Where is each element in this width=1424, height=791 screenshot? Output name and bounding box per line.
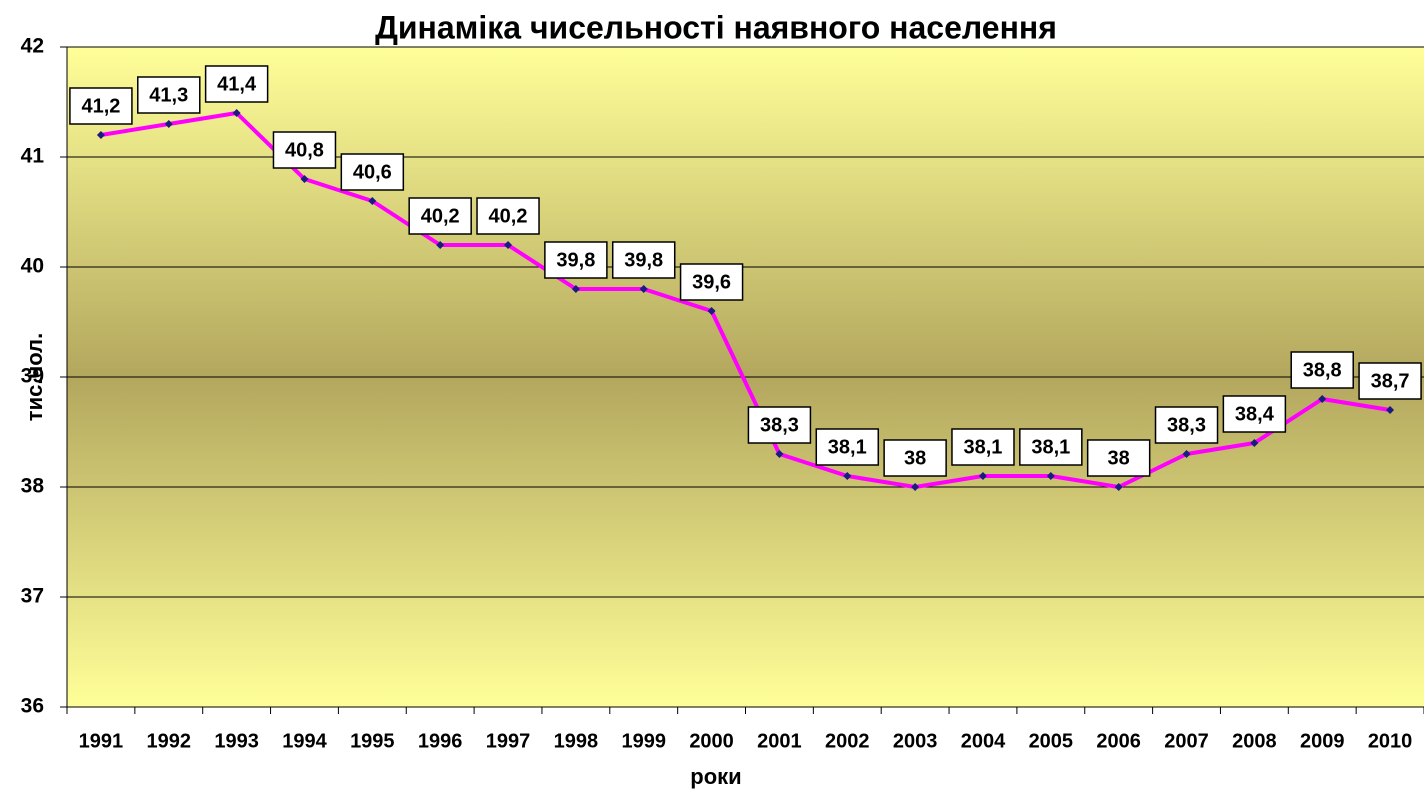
chart-title: Динаміка чисельності наявного населення	[375, 9, 1057, 45]
marker	[843, 472, 852, 480]
data-label-box	[1222, 395, 1287, 433]
x-tick-label: 2004	[961, 730, 1006, 752]
data-label-box	[815, 428, 880, 466]
data-label: 38,4	[1235, 403, 1275, 425]
data-label: 38,1	[1031, 436, 1070, 458]
data-label: 38,1	[964, 436, 1003, 458]
x-axis-label: роки	[690, 764, 741, 789]
x-tick-label: 2007	[1164, 730, 1209, 752]
data-label: 39,6	[692, 271, 731, 293]
data-label-box	[476, 197, 540, 235]
x-tick-label: 2008	[1232, 730, 1277, 752]
data-label-box	[951, 428, 1015, 466]
marker	[911, 483, 920, 491]
marker	[1318, 395, 1327, 403]
marker	[775, 450, 784, 458]
marker	[639, 285, 648, 293]
marker	[164, 120, 173, 128]
marker	[300, 175, 309, 183]
data-label: 38,3	[1167, 414, 1206, 436]
data-label: 38,3	[760, 414, 799, 436]
data-label: 39,8	[624, 249, 663, 271]
data-label: 40,2	[421, 205, 460, 227]
data-label-box	[679, 263, 744, 301]
marker	[1182, 450, 1191, 458]
y-tick-label: 42	[21, 35, 44, 58]
data-label-box	[883, 439, 947, 477]
x-tick-label: 1994	[282, 730, 327, 752]
x-tick-label: 1993	[214, 730, 259, 752]
marker	[1114, 483, 1123, 491]
data-label: 38,8	[1303, 359, 1342, 381]
data-label-box	[340, 153, 405, 191]
marker	[707, 307, 716, 315]
data-label-box	[272, 131, 337, 169]
data-label: 38	[1108, 447, 1130, 469]
data-label: 41,2	[81, 95, 120, 117]
data-label: 40,8	[285, 139, 324, 161]
data-label-box	[544, 241, 608, 279]
data-label-box	[611, 241, 676, 279]
y-tick-label: 36	[21, 695, 44, 718]
marker	[436, 241, 445, 249]
y-tick-label: 38	[21, 475, 45, 498]
x-tick-label: 2005	[1029, 730, 1074, 752]
data-label-box	[137, 76, 201, 114]
data-label: 38,1	[828, 436, 867, 458]
data-label: 41,3	[149, 84, 188, 106]
marker	[504, 241, 513, 249]
y-tick-label: 40	[21, 255, 44, 278]
data-label-box	[408, 197, 472, 235]
data-label-box	[1290, 351, 1354, 389]
data-label-box	[1358, 362, 1422, 400]
x-tick-label: 1997	[486, 730, 531, 752]
x-tick-label: 2000	[689, 730, 734, 752]
x-tick-label: 2001	[757, 730, 802, 752]
marker	[1046, 472, 1055, 480]
x-tick-label: 1991	[79, 730, 124, 752]
data-label: 39,8	[556, 249, 595, 271]
x-tick-label: 2009	[1300, 730, 1345, 752]
y-tick-label: 41	[21, 145, 45, 168]
y-tick-label: 39	[21, 365, 44, 388]
x-tick-label: 2010	[1368, 730, 1413, 752]
x-tick-label: 2002	[825, 730, 870, 752]
data-label: 40,6	[353, 161, 392, 183]
x-tick-label: 1992	[147, 730, 192, 752]
marker	[571, 285, 580, 293]
data-label-box	[1019, 428, 1083, 466]
x-tick-label: 1996	[418, 730, 463, 752]
data-label-box	[1154, 406, 1219, 444]
marker	[978, 472, 987, 480]
x-tick-label: 1995	[350, 730, 395, 752]
data-label: 38	[904, 447, 926, 469]
data-label: 41,4	[217, 73, 257, 95]
y-tick-label: 37	[21, 585, 44, 608]
data-label-box	[204, 65, 269, 103]
marker	[1386, 406, 1395, 414]
data-label: 38,7	[1371, 370, 1410, 392]
marker	[1250, 439, 1259, 447]
x-tick-label: 1998	[554, 730, 599, 752]
marker	[232, 109, 241, 117]
data-label-box	[1086, 439, 1151, 477]
marker	[96, 131, 105, 139]
y-axis-label: тис.чол.	[22, 333, 47, 421]
data-line	[100, 111, 1391, 489]
x-tick-label: 1999	[621, 730, 666, 752]
data-label: 40,2	[489, 205, 528, 227]
data-label-box	[747, 406, 812, 444]
x-tick-label: 2003	[893, 730, 938, 752]
x-tick-label: 2006	[1096, 730, 1141, 752]
data-label-box	[69, 87, 133, 125]
marker	[368, 197, 377, 205]
